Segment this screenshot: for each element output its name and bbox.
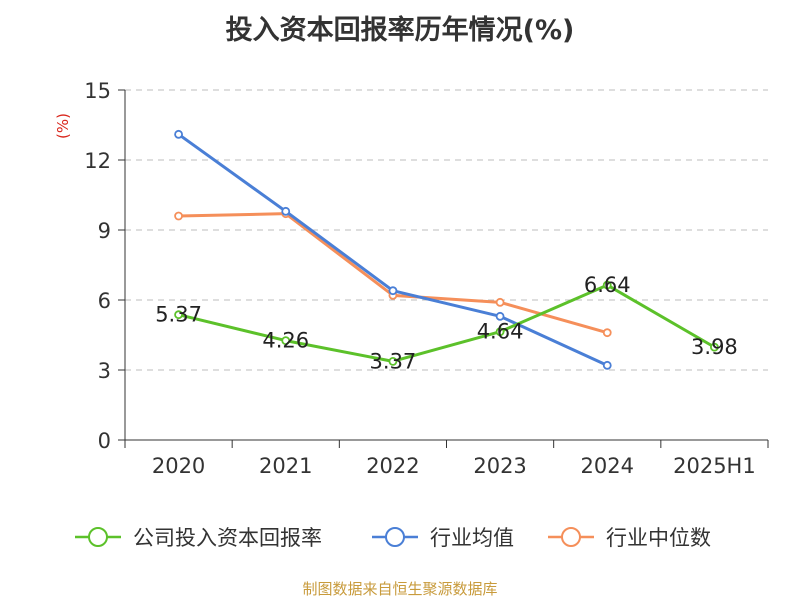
data-point — [281, 336, 291, 346]
chart-title: 投入资本回报率历年情况(%) — [225, 15, 575, 46]
x-tick-label: 2023 — [473, 454, 526, 478]
x-tick-label: 2020 — [152, 454, 205, 478]
x-tick-label: 2024 — [581, 454, 634, 478]
series-line — [178, 283, 716, 363]
legend-label: 行业中位数 — [606, 526, 711, 550]
data-label: 6.64 — [584, 273, 631, 297]
data-point — [388, 286, 398, 296]
data-point — [495, 311, 505, 321]
data-point — [495, 297, 505, 307]
legend-marker — [88, 527, 108, 547]
y-tick-label: 15 — [84, 79, 111, 103]
series-layer — [174, 129, 719, 370]
data-point — [174, 310, 183, 320]
axes: 0 3 6 9 12 15 2020 2021 2022 2023 2024 2025H1 — [84, 79, 769, 478]
y-tick-label: 0 — [98, 429, 111, 453]
legend-label: 公司投入资本回报率 — [133, 526, 322, 550]
y-tick-label: 9 — [98, 219, 111, 243]
x-tick-label: 2025H1 — [673, 454, 756, 478]
data-point — [281, 206, 291, 216]
data-label: 4.26 — [262, 329, 309, 353]
data-label: 3.98 — [691, 335, 738, 359]
source-footer: 制图数据来自恒生聚源数据库 — [302, 580, 498, 598]
legend-marker — [385, 527, 405, 547]
data-point — [602, 360, 612, 370]
data-point — [710, 342, 719, 352]
y-tick-label: 12 — [84, 149, 111, 173]
data-point — [174, 129, 183, 139]
data-point — [495, 327, 505, 337]
data-labels: 5.37 4.26 3.37 4.64 6.64 3.98 — [155, 273, 738, 373]
data-point — [602, 280, 612, 290]
data-point — [388, 356, 398, 366]
legend: 公司投入资本回报率 行业均值 行业中位数 — [75, 526, 711, 550]
data-label: 5.37 — [155, 303, 202, 327]
grid-lines — [125, 89, 768, 371]
legend-label: 行业均值 — [430, 526, 514, 550]
data-label: 3.37 — [370, 349, 417, 373]
y-tick-label: 6 — [98, 289, 111, 313]
legend-marker — [561, 527, 581, 547]
series-line — [178, 212, 608, 335]
data-point — [174, 211, 183, 221]
x-tick-label: 2022 — [366, 454, 419, 478]
y-tick-label: 3 — [98, 359, 111, 383]
y-axis-label: (%) — [54, 113, 72, 139]
x-tick-label: 2021 — [259, 454, 312, 478]
data-point — [602, 328, 612, 338]
data-label: 4.64 — [477, 320, 524, 344]
